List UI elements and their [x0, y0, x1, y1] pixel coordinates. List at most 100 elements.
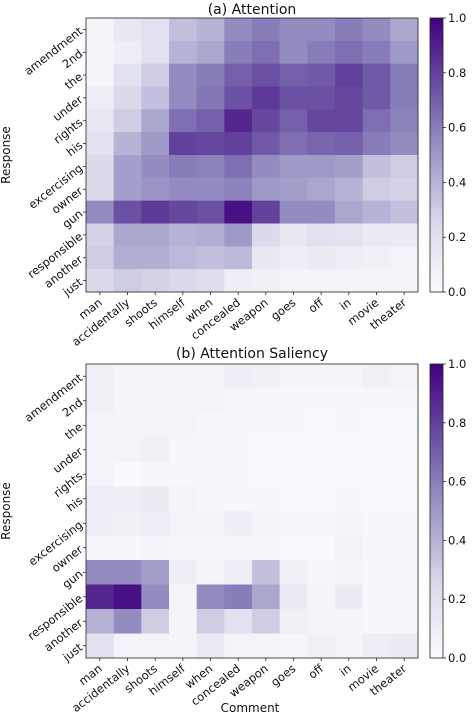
heatmap-cell: [86, 535, 115, 561]
heatmap-cell: [252, 132, 281, 156]
heatmap-cell: [252, 223, 281, 247]
heatmap-cell: [169, 511, 198, 536]
heatmap-cell: [169, 486, 198, 512]
heatmap-cell: [335, 486, 364, 512]
heatmap-cell: [224, 388, 253, 414]
x-tick-label: off: [306, 295, 327, 316]
heatmap-cell: [279, 177, 308, 202]
attention-saliency-panel: (b) Attention Saliencyamendment2ndtheund…: [0, 346, 466, 715]
heatmap-cell: [86, 584, 115, 610]
heatmap-cell: [86, 177, 115, 202]
heatmap-cell: [362, 18, 391, 42]
heatmap-cell: [113, 511, 142, 536]
heatmap-cell: [307, 109, 336, 133]
heatmap-cell: [86, 609, 115, 634]
y-tick-label: the: [62, 420, 85, 443]
heatmap-cell: [196, 223, 225, 247]
x-tick-label: goes: [268, 295, 298, 323]
heatmap-cell: [307, 609, 336, 634]
heatmap-cell: [390, 437, 419, 463]
heatmap-cell: [196, 177, 225, 202]
heatmap-cell: [113, 437, 142, 463]
heatmap-cell: [196, 535, 225, 561]
heatmap-cell: [279, 86, 308, 110]
colorbar-tick-label: 0.4: [448, 533, 466, 547]
heatmap-cell: [390, 462, 419, 487]
heatmap-cell: [224, 155, 253, 179]
heatmap-cell: [335, 584, 364, 610]
heatmap-cell: [224, 413, 253, 438]
heatmap-cell: [390, 511, 419, 536]
heatmap-cell: [252, 388, 281, 414]
colorbar-tick-label: 0.8: [448, 416, 466, 430]
heatmap-cell: [196, 200, 225, 224]
heatmap-cell: [279, 364, 308, 389]
heatmap-cell: [279, 132, 308, 156]
heatmap-cell: [113, 609, 142, 634]
heatmap-cell: [141, 584, 170, 610]
heatmap-cell: [113, 18, 142, 42]
heatmap-cell: [279, 18, 308, 42]
heatmap-cell: [307, 246, 336, 270]
heatmap-cell: [279, 486, 308, 512]
heatmap-cell: [335, 364, 364, 389]
heatmap-cell: [362, 63, 391, 87]
heatmap-cell: [279, 560, 308, 585]
heatmap-cell: [335, 511, 364, 536]
colorbar-tick-label: 0.0: [448, 651, 466, 665]
heatmap-cell: [86, 269, 115, 293]
heatmap-cell: [307, 462, 336, 487]
heatmap-cell: [252, 155, 281, 179]
heatmap-cell: [196, 40, 225, 65]
heatmap-cell: [196, 63, 225, 87]
heatmap-cell: [252, 511, 281, 536]
heatmap-cell: [113, 63, 142, 87]
heatmap-cell: [335, 200, 364, 224]
y-tick-label: his: [64, 493, 86, 514]
heatmap-cell: [335, 155, 364, 179]
heatmap-cell: [113, 177, 142, 202]
heatmap-cell: [335, 132, 364, 156]
heatmap-cell: [362, 364, 391, 389]
heatmap-cell: [362, 177, 391, 202]
heatmap-cell: [279, 388, 308, 414]
heatmap-cell: [279, 462, 308, 487]
heatmap-cell: [335, 609, 364, 634]
heatmap-cell: [307, 413, 336, 438]
heatmap-cell: [390, 177, 419, 202]
y-axis-label: Response: [0, 482, 13, 540]
heatmap-cell: [279, 584, 308, 610]
heatmap-cell: [252, 437, 281, 463]
heatmap-cell: [224, 40, 253, 65]
heatmap-cell: [252, 269, 281, 293]
heatmap-cell: [196, 155, 225, 179]
heatmap-cell: [113, 584, 142, 610]
x-tick-label: in: [337, 295, 354, 312]
heatmap-cell: [307, 132, 336, 156]
x-tick-label: goes: [268, 661, 298, 689]
heatmap-cell: [390, 486, 419, 512]
heatmap-cell: [113, 200, 142, 224]
heatmap-cell: [252, 560, 281, 585]
heatmap-cell: [279, 109, 308, 133]
heatmap-cell: [141, 462, 170, 487]
heatmap-cell: [224, 132, 253, 156]
heatmap-cell: [335, 109, 364, 133]
heatmap-cell: [335, 40, 364, 65]
heatmap-cell: [390, 364, 419, 389]
heatmap-cell: [196, 609, 225, 634]
heatmap-cell: [113, 560, 142, 585]
heatmap-cell: [86, 109, 115, 133]
colorbar: [429, 363, 444, 659]
heatmap-cell: [390, 86, 419, 110]
heatmap-cell: [252, 109, 281, 133]
heatmap-cell: [390, 560, 419, 585]
heatmap-cell: [224, 364, 253, 389]
heatmap-cell: [113, 155, 142, 179]
heatmap-cell: [390, 200, 419, 224]
heatmap-cell: [169, 269, 198, 293]
heatmap-cell: [252, 633, 281, 659]
heatmap-cell: [86, 40, 115, 65]
heatmap-cell: [224, 633, 253, 659]
heatmap-cell: [279, 633, 308, 659]
